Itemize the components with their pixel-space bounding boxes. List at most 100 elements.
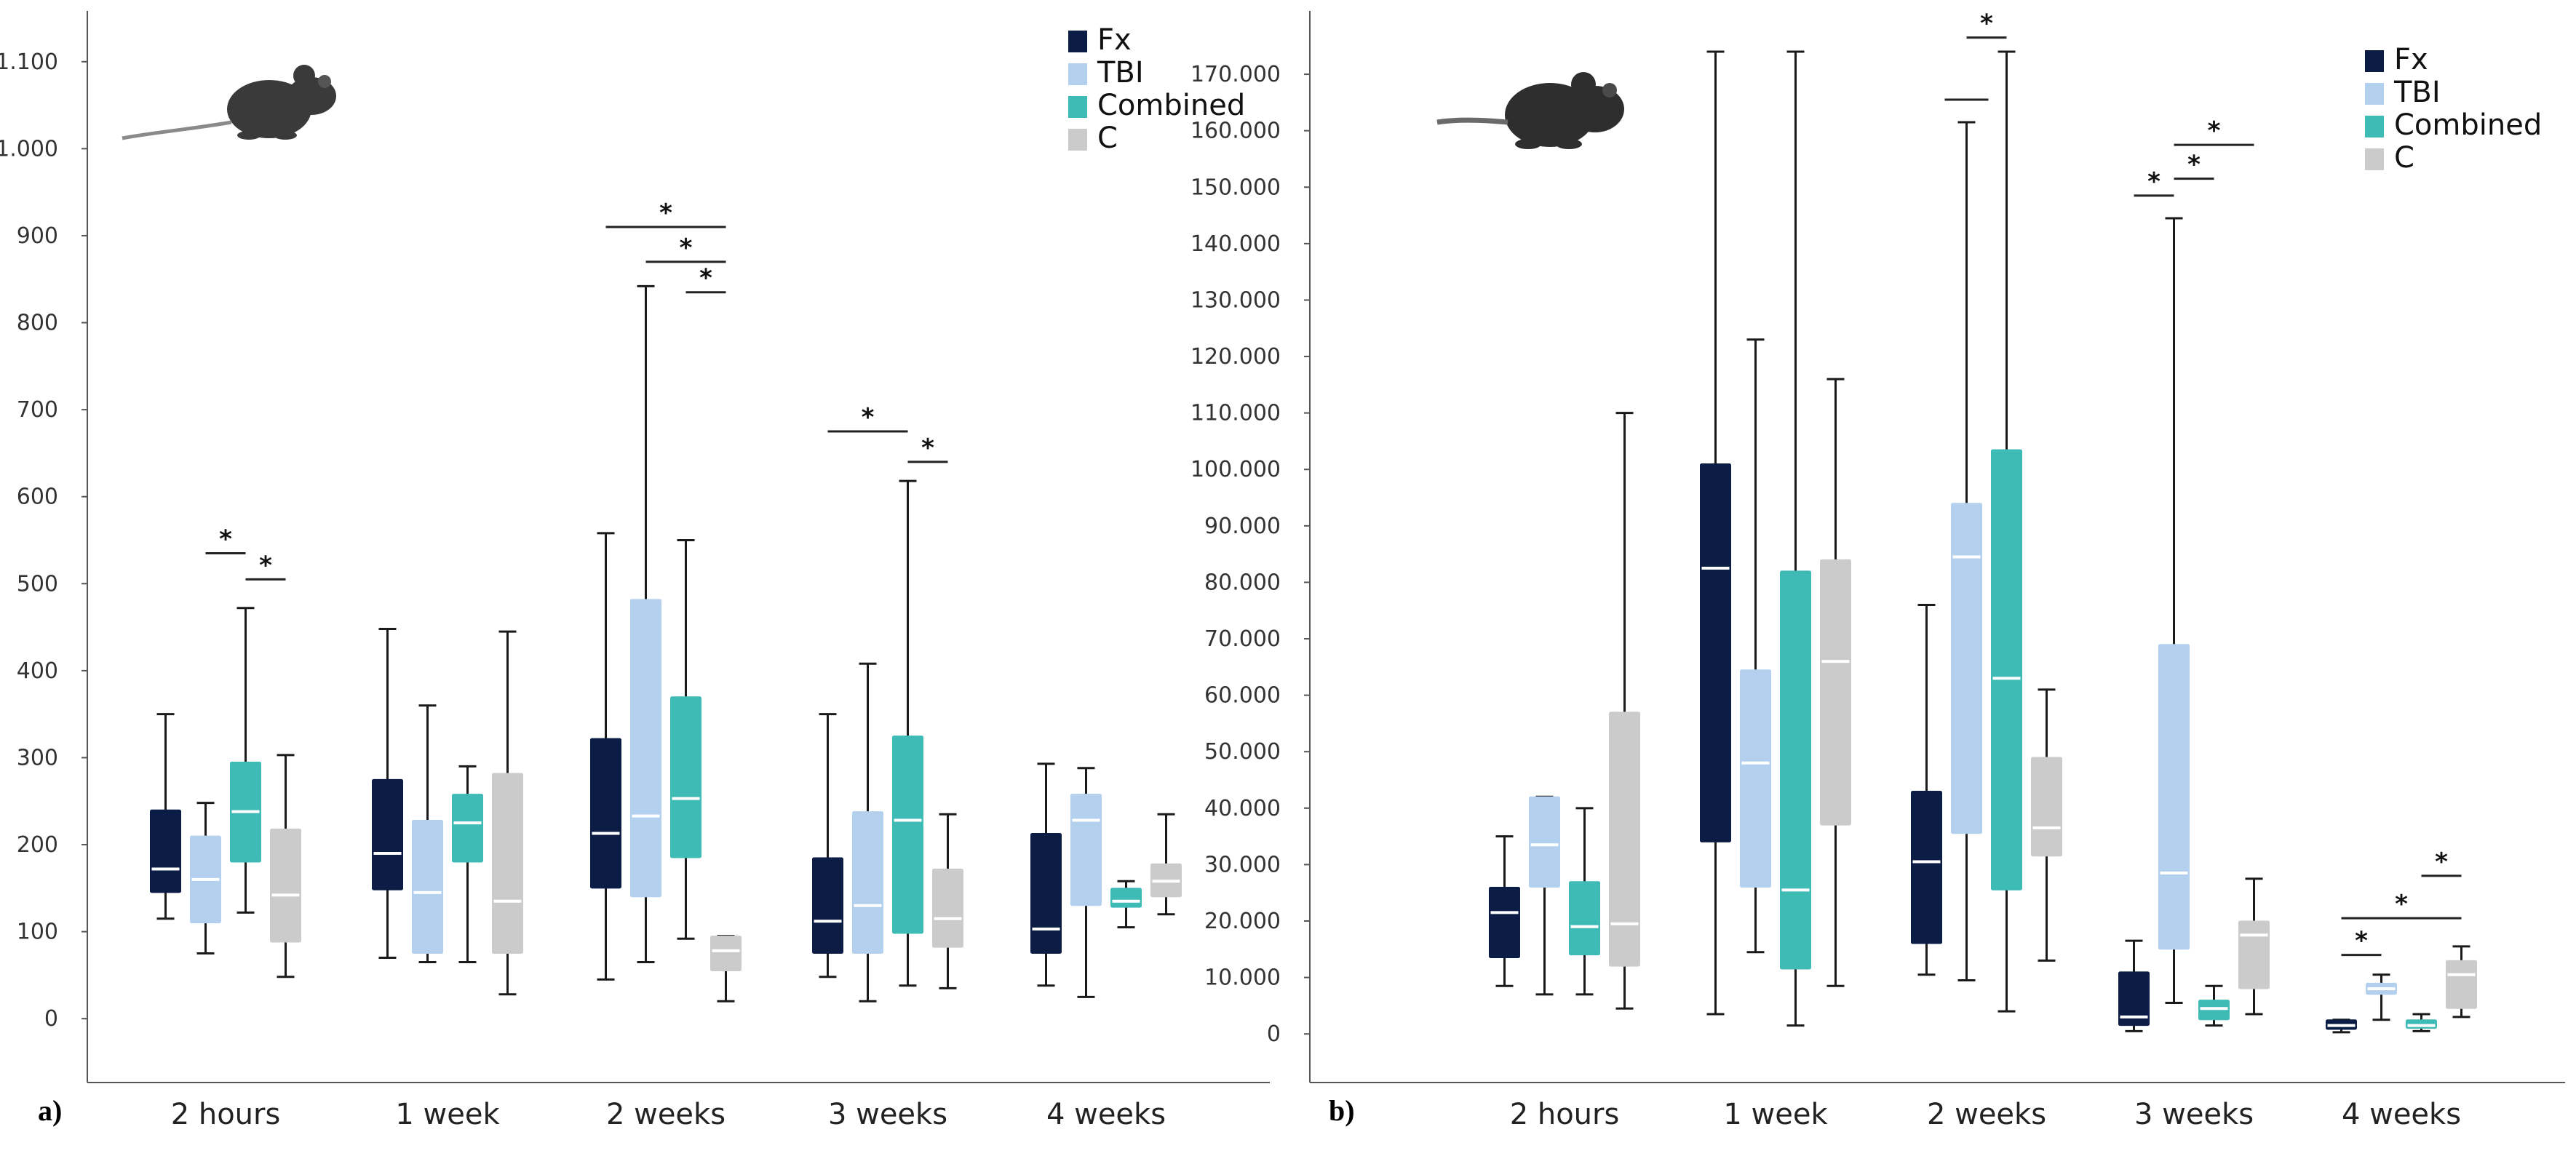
box-iqr [1569,881,1600,956]
legend-swatch-c [2365,148,2384,170]
box-iqr [892,736,923,934]
box-tbi-2-weeks [1951,121,1982,981]
box-iqr [2158,644,2190,950]
y-tick-label: 40.000 [1204,796,1281,821]
y-tick-label: 60.000 [1204,683,1281,709]
box-iqr [452,794,483,863]
box-iqr [852,811,883,954]
box-iqr [150,809,181,893]
boxes-a [150,284,1182,1002]
significance-star: * [1980,9,1993,39]
y-tick-label: 150.000 [1190,175,1281,200]
x-category-label: 1 week [395,1098,500,1131]
legend-swatch-fx [2365,50,2384,72]
box-combined-3-weeks [892,479,923,987]
significance-star: * [2395,890,2408,919]
box-iqr [812,857,843,954]
y-tick-label: 120.000 [1190,344,1281,370]
box-iqr [412,820,443,954]
box-combined-3-weeks [2198,984,2230,1027]
box-c-1-week [1820,378,1851,987]
significance-star: * [680,234,693,263]
legend-swatch-combined [1068,96,1087,118]
box-fx-2-hours [150,713,181,920]
y-tick-label: 30.000 [1204,852,1281,877]
box-tbi-4-weeks [2366,973,2397,1021]
y-tick-label: 160.000 [1190,119,1281,144]
box-iqr [372,778,403,890]
box-iqr [1740,669,1771,888]
box-tbi-3-weeks [852,662,883,1002]
box-combined-2-hours [230,607,261,914]
axes-a: 0 100 200 300 400 500 600 700 800 900 1.000 1.100 2 … [0,11,1270,1131]
legend-swatch-tbi [1068,63,1087,85]
box-iqr [630,599,661,898]
box-tbi-2-weeks [630,284,661,963]
mouse-image [122,65,336,140]
panel-label-b: b) [1329,1094,1355,1127]
box-combined-4-weeks [1110,880,1142,929]
box-iqr [1991,449,2022,890]
box-iqr [1911,791,1942,944]
box-iqr [2446,960,2477,1009]
box-iqr [932,869,963,948]
y-tick-label: 50.000 [1204,739,1281,765]
x-category-label: 2 weeks [606,1098,726,1131]
y-tick-label: 110.000 [1190,401,1281,426]
box-iqr [2118,971,2150,1027]
box-iqr [1070,794,1102,906]
y-tick-label: 100.000 [1190,457,1281,482]
y-tick-label: 1.000 [0,136,58,162]
box-iqr [2031,757,2062,857]
legend-label-fx: Fx [1097,23,1132,57]
y-tick-label: 70.000 [1204,626,1281,652]
box-c-2-weeks [2031,688,2062,962]
box-c-4-weeks [1150,813,1182,916]
y-tick-label: 900 [17,223,58,249]
legend-label-c: C [1097,121,1118,155]
box-fx-4-weeks [1030,762,1062,987]
significance-star: * [862,403,875,432]
significance-star: * [259,551,272,580]
significance-star: * [2147,167,2160,196]
y-tick-label: 1.100 [0,49,58,75]
x-category-label: 1 week [1723,1098,1828,1131]
panel-label-a: a) [38,1094,62,1127]
box-fx-2-hours [1489,835,1520,987]
y-tick-label: 300 [17,745,58,770]
box-iqr [1820,559,1851,826]
box-c-3-weeks [2238,877,2270,1016]
y-tick-label: 600 [17,485,58,510]
y-tick-label: 80.000 [1204,570,1281,595]
y-tick-label: 170.000 [1190,62,1281,87]
box-tbi-2-hours [1529,795,1560,996]
box-iqr [1780,570,1811,970]
box-iqr [590,738,621,889]
box-tbi-4-weeks [1070,767,1102,998]
x-category-label: 2 hours [171,1098,281,1131]
box-iqr [492,773,523,954]
legend-label-combined: Combined [1097,89,1245,122]
box-iqr [1700,463,1731,842]
legend-swatch-fx [1068,31,1087,52]
box-fx-1-week [372,627,403,959]
significance-star: * [699,264,712,293]
legend-label-c: C [2394,141,2414,175]
box-c-1-week [492,630,523,996]
boxes-b [1489,50,2477,1034]
significance-star: * [219,525,232,554]
y-tick-label: 500 [17,571,58,597]
legend-label-combined: Combined [2394,108,2542,142]
box-iqr [1529,796,1560,888]
panel-a: 0 100 200 300 400 500 600 700 800 900 1.000 1.100 2 … [0,11,1270,1131]
panel-b: 0 10.000 20.000 30.000 40.000 50.000 60.000 70.… [1190,9,2565,1131]
box-fx-4-weeks [2326,1019,2357,1034]
y-tick-label: 10.000 [1204,965,1281,991]
y-tick-label: 400 [17,658,58,684]
x-category-label: 3 weeks [2134,1098,2254,1131]
box-iqr [1609,711,1640,967]
significance-star: * [2435,848,2448,877]
